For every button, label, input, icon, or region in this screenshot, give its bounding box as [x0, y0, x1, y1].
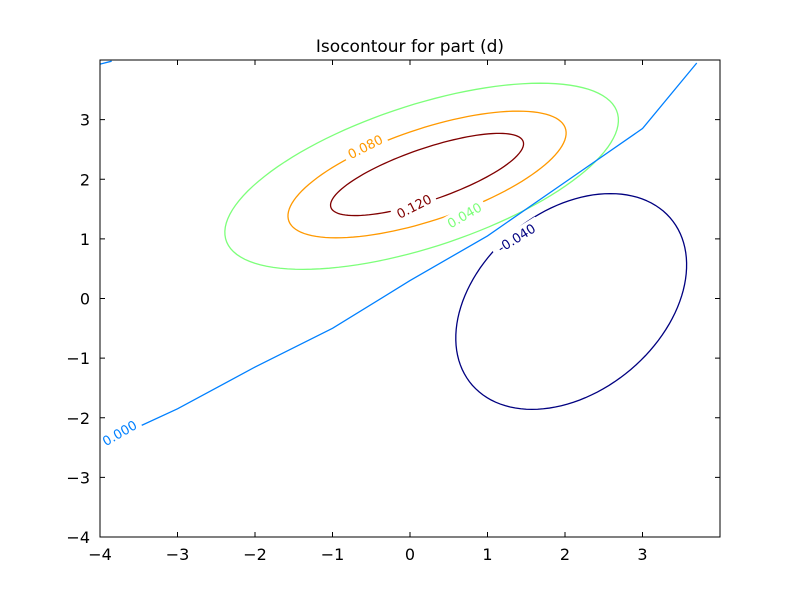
x-tick-label-1: −3: [166, 545, 190, 564]
x-tick-label-2: −2: [243, 545, 267, 564]
x-tick-label-7: 3: [637, 545, 647, 564]
contour-line-1: [287, 110, 567, 239]
y-tick-label-3: −1: [66, 349, 90, 368]
contour-line-0: [329, 132, 525, 217]
x-tick-label-4: 0: [405, 545, 415, 564]
contour-line-2: [224, 82, 620, 271]
x-tick-label-3: −1: [321, 545, 345, 564]
y-tick-label-6: 2: [80, 170, 90, 189]
x-tick-label-0: −4: [88, 545, 112, 564]
x-tick-label-5: 1: [482, 545, 492, 564]
y-tick-label-0: −4: [66, 528, 90, 547]
y-tick-label-7: 3: [80, 111, 90, 130]
y-tick-label-1: −3: [66, 468, 90, 487]
y-tick-label-4: 0: [80, 290, 90, 309]
x-tick-label-6: 2: [560, 545, 570, 564]
tick-layer: −4 −3 −2 −1 0 1 2 3 −4 −3 −2 −1 0 1 2 3: [66, 60, 720, 564]
y-tick-label-5: 1: [80, 230, 90, 249]
contour-line-4: [100, 60, 698, 446]
chart-title: Isocontour for part (d): [316, 37, 504, 57]
y-tick-label-2: −2: [66, 409, 90, 428]
